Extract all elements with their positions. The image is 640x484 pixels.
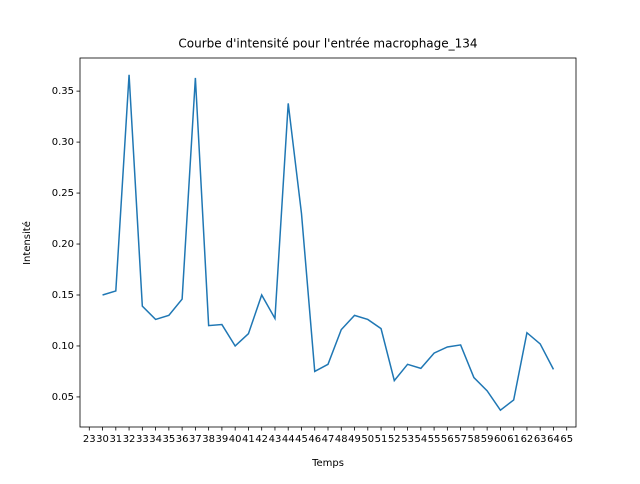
x-axis-label: Temps	[311, 458, 344, 469]
x-tick-label: 51	[375, 434, 388, 445]
x-tick-label: 43	[269, 434, 282, 445]
axes-frame	[79, 57, 577, 428]
x-tick-label: 59	[481, 434, 494, 445]
x-tick-label: 64	[547, 434, 560, 445]
x-tick-label: 54	[414, 434, 427, 445]
x-tick-label: 62	[521, 434, 534, 445]
x-tick-label: 63	[534, 434, 547, 445]
x-tick-label: 39	[216, 434, 229, 445]
line-series	[102, 74, 555, 412]
x-tick-label: 45	[295, 434, 308, 445]
x-tick-label: 33	[136, 434, 149, 445]
x-tick-label: 46	[308, 434, 321, 445]
x-tick-label: 35	[162, 434, 175, 445]
y-tick-label: 0.30	[52, 137, 74, 148]
x-tick-label: 37	[189, 434, 202, 445]
x-tick-label: 44	[282, 434, 295, 445]
x-tick-label: 49	[348, 434, 361, 445]
x-tick-label: 50	[361, 434, 374, 445]
chart-title: Courbe d'intensité pour l'entrée macroph…	[178, 37, 477, 51]
x-tick-label: 34	[149, 434, 162, 445]
x-tick-label: 40	[229, 434, 242, 445]
x-tick-label: 60	[494, 434, 507, 445]
x-tick-label: 47	[322, 434, 335, 445]
x-tick-label: 65	[560, 434, 573, 445]
x-tick-label: 48	[335, 434, 348, 445]
x-tick-label: 56	[441, 434, 454, 445]
y-tick-label: 0.35	[52, 86, 74, 97]
x-tick-label: 41	[242, 434, 255, 445]
x-tick-label: 31	[109, 434, 122, 445]
x-tick-label: 38	[202, 434, 215, 445]
x-tick-label: 52	[388, 434, 401, 445]
x-tick-label: 30	[96, 434, 109, 445]
x-tick-label: 61	[507, 434, 520, 445]
x-tick-label: 53	[401, 434, 414, 445]
x-tick-label: 55	[428, 434, 441, 445]
y-tick-label: 0.20	[52, 239, 74, 250]
x-tick-label: 42	[255, 434, 268, 445]
x-tick-label: 23	[83, 434, 96, 445]
x-tick-label: 58	[468, 434, 481, 445]
x-tick-label: 32	[123, 434, 136, 445]
y-axis-label: Intensité	[21, 221, 33, 265]
y-tick-label: 0.05	[52, 392, 74, 403]
x-tick-label: 57	[454, 434, 467, 445]
y-tick-label: 0.15	[52, 290, 74, 301]
y-tick-label: 0.10	[52, 341, 74, 352]
x-tick-label: 36	[176, 434, 189, 445]
y-tick-label: 0.25	[52, 188, 74, 199]
